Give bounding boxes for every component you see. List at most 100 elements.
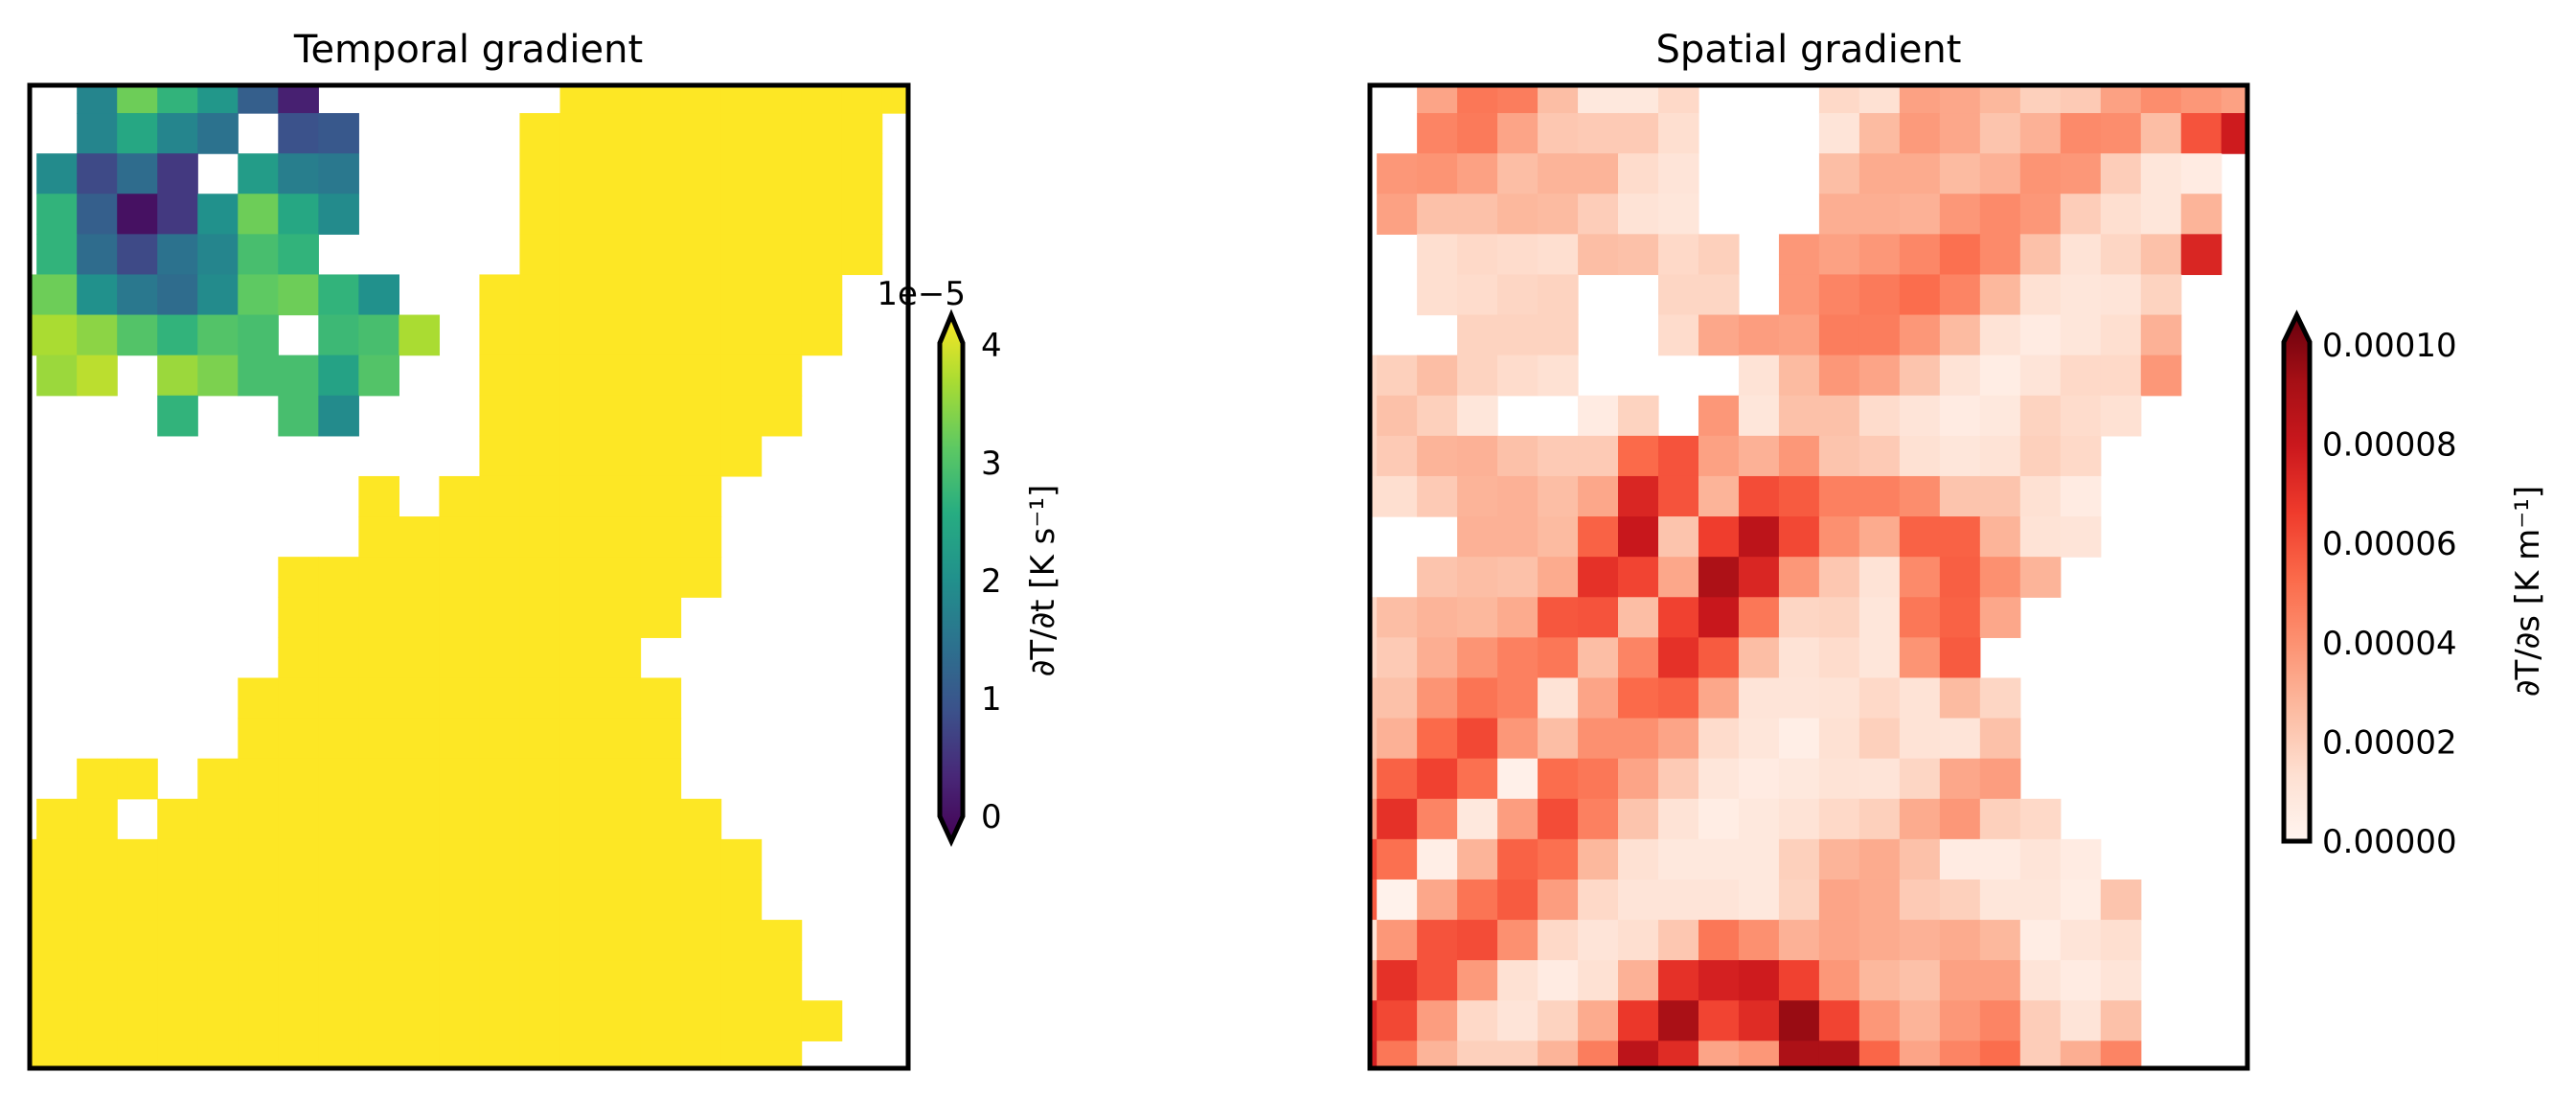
temporal-cell — [318, 354, 359, 397]
spatial-cell — [1618, 153, 1659, 194]
spatial-cell — [1778, 1000, 1820, 1041]
spatial-cell — [2100, 879, 2142, 921]
temporal-cell — [761, 274, 803, 316]
temporal-cell — [157, 1000, 198, 1041]
temporal-cell — [278, 1000, 319, 1041]
spatial-cell — [1778, 354, 1820, 397]
temporal-cell — [36, 1040, 78, 1068]
spatial-cell — [1370, 677, 1378, 720]
spatial-cell — [1417, 354, 1458, 397]
temporal-cell — [680, 234, 722, 276]
temporal-cell — [680, 920, 722, 961]
temporal-cell — [238, 314, 279, 356]
spatial-cell — [1858, 920, 1901, 961]
spatial-cell — [1457, 718, 1498, 760]
temporal-cell — [358, 758, 399, 800]
spatial-cell — [1818, 516, 1860, 558]
spatial-cell — [1939, 718, 1981, 760]
temporal-cell — [519, 758, 561, 800]
temporal-cell — [600, 85, 642, 114]
temporal-cell — [720, 879, 763, 921]
spatial-cell — [1939, 85, 1981, 114]
spatial-cell — [1858, 153, 1901, 194]
temporal-cell — [761, 314, 803, 356]
temporal-cell — [278, 879, 319, 921]
spatial-cell — [2140, 274, 2182, 316]
temporal-cell — [439, 475, 481, 517]
temporal-cell — [358, 920, 399, 961]
temporal-cell — [559, 677, 602, 720]
spatial-cell — [1818, 1000, 1860, 1041]
spatial-cell — [1377, 395, 1418, 437]
temporal-cell — [640, 153, 682, 194]
temporal-cell — [439, 1040, 481, 1068]
temporal-cell — [157, 85, 198, 114]
temporal-cell — [278, 798, 319, 840]
spatial-cell — [1979, 274, 2021, 316]
temporal-cell — [600, 1000, 642, 1041]
spatial-cell — [1457, 113, 1498, 154]
temporal-cell — [801, 314, 843, 356]
temporal-cell — [197, 960, 239, 1001]
temporal-cell — [479, 475, 521, 517]
spatial-cell — [1457, 637, 1498, 679]
temporal-cell — [519, 838, 561, 880]
spatial-cell — [1497, 354, 1539, 397]
spatial-cell — [1818, 597, 1860, 638]
spatial-cell — [2100, 354, 2142, 397]
temporal-cell — [640, 1040, 682, 1068]
temporal-cell — [399, 637, 441, 679]
spatial-cell — [2180, 194, 2223, 235]
spatial-cell — [2060, 274, 2102, 316]
temporal-cell — [399, 1000, 441, 1041]
spatial-cell — [2140, 153, 2182, 194]
spatial-cell — [1778, 758, 1820, 800]
spatial-cell — [2060, 1040, 2102, 1068]
spatial-cell — [1377, 194, 1418, 235]
spatial-cell — [1899, 354, 1941, 397]
temporal-cell — [680, 557, 722, 598]
spatial-cell — [1979, 1040, 2021, 1068]
temporal-cell — [640, 798, 682, 840]
temporal-cell — [157, 274, 198, 316]
spatial-cell — [1497, 879, 1539, 921]
spatial-cell — [1858, 758, 1901, 800]
temporal-cell — [238, 234, 279, 276]
spatial-cell — [2140, 194, 2182, 235]
spatial-cell — [1939, 637, 1981, 679]
spatial-cell — [1457, 314, 1498, 356]
temporal-cell — [77, 960, 118, 1001]
spatial-cell — [2019, 274, 2062, 316]
spatial-cell — [1698, 475, 1740, 517]
temporal-cell — [117, 234, 158, 276]
spatial-cell — [1738, 637, 1780, 679]
spatial-cell — [2100, 153, 2142, 194]
spatial-cell — [1538, 1000, 1579, 1041]
temporal-cell — [238, 153, 279, 194]
spatial-cell — [2019, 879, 2062, 921]
temporal-cell — [238, 838, 279, 880]
spatial-cell — [1377, 798, 1418, 840]
spatial-cell — [1417, 234, 1458, 276]
temporal-cell — [399, 1040, 441, 1068]
temporal-cell — [77, 798, 118, 840]
spatial-cell — [1417, 274, 1458, 316]
spatial-cell — [1377, 435, 1418, 477]
spatial-cell — [1417, 960, 1458, 1001]
spatial-cell — [1497, 838, 1539, 880]
spatial-cell — [1658, 597, 1699, 638]
spatial-cell — [2060, 475, 2102, 517]
spatial-cell — [2060, 113, 2102, 154]
temporal-cell — [479, 354, 521, 397]
temporal-cell — [559, 879, 602, 921]
temporal-cell — [801, 153, 843, 194]
temporal-cell — [197, 314, 239, 356]
temporal-cell — [559, 838, 602, 880]
spatial-cell — [1578, 153, 1619, 194]
spatial-cell — [1377, 597, 1418, 638]
spatial-cell — [2100, 234, 2142, 276]
temporal-cell — [117, 758, 158, 800]
temporal-cell — [77, 113, 118, 154]
spatial-cell — [1417, 597, 1458, 638]
spatial-cell — [1939, 1040, 1981, 1068]
